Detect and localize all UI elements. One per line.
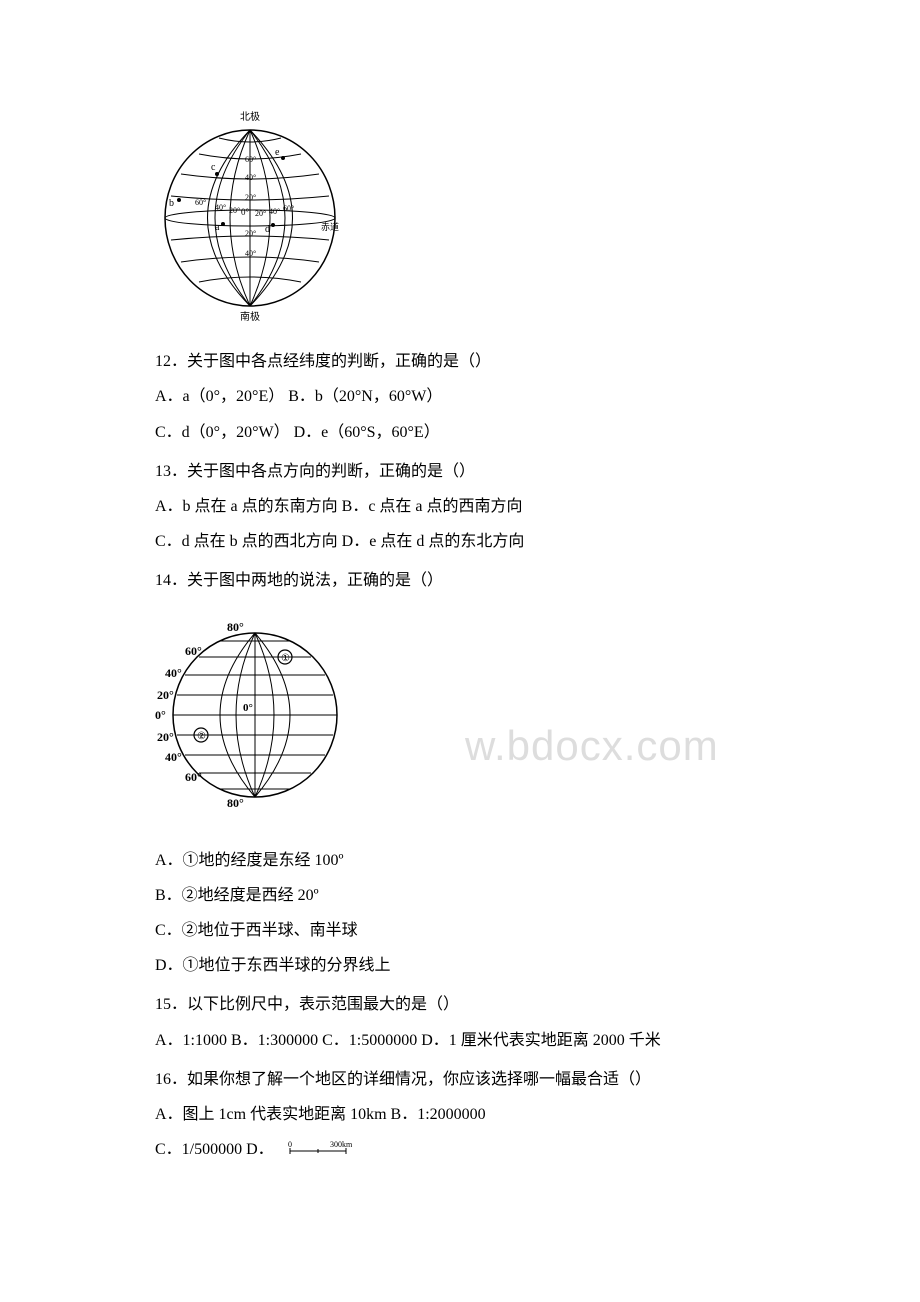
svg-text:20°: 20° (229, 206, 240, 215)
svg-text:0°: 0° (155, 708, 166, 722)
q14-optC: C．②地位于西半球、南半球 (155, 913, 800, 948)
page-container: 北极 0° 20° 40° 60° 20° 40° (155, 108, 800, 1168)
q15-stem: 15．以下比例尺中，表示范围最大的是（） (155, 987, 800, 1022)
svg-text:60°: 60° (283, 204, 294, 213)
q14-optA: A．①地的经度是东经 100º (155, 843, 800, 878)
q13-stem: 13．关于图中各点方向的判断，正确的是（） (155, 454, 800, 489)
q14-optB: B．②地经度是西经 20º (155, 878, 800, 913)
q16-options-row1: A．图上 1cm 代表实地距离 10km B．1:2000000 (155, 1097, 800, 1132)
svg-text:40°: 40° (165, 666, 182, 680)
svg-text:40°: 40° (215, 203, 226, 212)
q16-options-row2: C．1/500000 D． 0 300km (155, 1132, 800, 1168)
svg-text:40°: 40° (165, 750, 182, 764)
figure-1-globe: 北极 0° 20° 40° 60° 20° 40° (155, 108, 800, 336)
svg-text:60°: 60° (195, 198, 206, 207)
globe-1-svg: 北极 0° 20° 40° 60° 20° 40° (155, 108, 345, 323)
svg-text:0°: 0° (241, 207, 250, 217)
q14-stem: 14．关于图中两地的说法，正确的是（） (155, 563, 800, 598)
svg-text:b: b (169, 198, 174, 209)
svg-text:40°: 40° (269, 207, 280, 216)
svg-text:40°: 40° (245, 249, 256, 258)
svg-text:赤道: 赤道 (321, 221, 339, 232)
svg-text:a: a (215, 222, 220, 233)
q16-stem: 16．如果你想了解一个地区的详细情况，你应该选择哪一幅最合适（） (155, 1062, 800, 1097)
svg-text:d: d (265, 224, 270, 235)
svg-text:南极: 南极 (240, 310, 260, 323)
svg-text:80°: 80° (227, 796, 244, 810)
q16-optC-prefix: C．1/500000 D． (155, 1141, 274, 1158)
svg-text:60°: 60° (185, 770, 202, 784)
q12-options-row2: C．d（0°，20°W） D．e（60°S，60°E） (155, 415, 800, 450)
scale-start-label: 0 (288, 1140, 292, 1149)
q12-options-row1: A．a（0°，20°E） B．b（20°N，60°W） (155, 379, 800, 414)
question-12: 12．关于图中各点经纬度的判断，正确的是（） A．a（0°，20°E） B．b（… (155, 344, 800, 450)
svg-text:20°: 20° (245, 193, 256, 202)
svg-text:0°: 0° (243, 702, 253, 714)
svg-text:20°: 20° (255, 209, 266, 218)
svg-text:40°: 40° (245, 173, 256, 182)
svg-text:e: e (275, 147, 280, 158)
scale-end-label: 300km (330, 1140, 353, 1149)
globe-2-svg: 0° 20° 40° 60° 80° 20° 40° 60° 80° 0° ① … (155, 607, 350, 822)
svg-text:20°: 20° (157, 688, 174, 702)
q14-optD: D．①地位于东西半球的分界线上 (155, 948, 800, 983)
question-14-options: A．①地的经度是东经 100º B．②地经度是西经 20º C．②地位于西半球、… (155, 843, 800, 984)
scale-bar-icon: 0 300km (286, 1133, 356, 1168)
q15-options: A．1:1000 B．1:300000 C．1:5000000 D．1 厘米代表… (155, 1023, 800, 1058)
svg-text:②: ② (197, 731, 206, 742)
svg-text:北极: 北极 (240, 110, 260, 123)
question-14-stem: 14．关于图中两地的说法，正确的是（） (155, 563, 800, 598)
svg-text:20°: 20° (157, 730, 174, 744)
figure-2-globe: 0° 20° 40° 60° 80° 20° 40° 60° 80° 0° ① … (155, 607, 800, 835)
svg-text:60°: 60° (245, 155, 256, 164)
question-13: 13．关于图中各点方向的判断，正确的是（） A．b 点在 a 点的东南方向 B．… (155, 454, 800, 560)
svg-text:80°: 80° (227, 620, 244, 634)
svg-text:20°: 20° (245, 229, 256, 238)
svg-text:60°: 60° (185, 644, 202, 658)
q13-options-row2: C．d 点在 b 点的西北方向 D．e 点在 d 点的东北方向 (155, 524, 800, 559)
q13-options-row1: A．b 点在 a 点的东南方向 B．c 点在 a 点的西南方向 (155, 489, 800, 524)
svg-text:c: c (211, 162, 216, 173)
q12-stem: 12．关于图中各点经纬度的判断，正确的是（） (155, 344, 800, 379)
question-15: 15．以下比例尺中，表示范围最大的是（） A．1:1000 B．1:300000… (155, 987, 800, 1057)
question-16: 16．如果你想了解一个地区的详细情况，你应该选择哪一幅最合适（） A．图上 1c… (155, 1062, 800, 1168)
svg-text:①: ① (281, 653, 290, 664)
